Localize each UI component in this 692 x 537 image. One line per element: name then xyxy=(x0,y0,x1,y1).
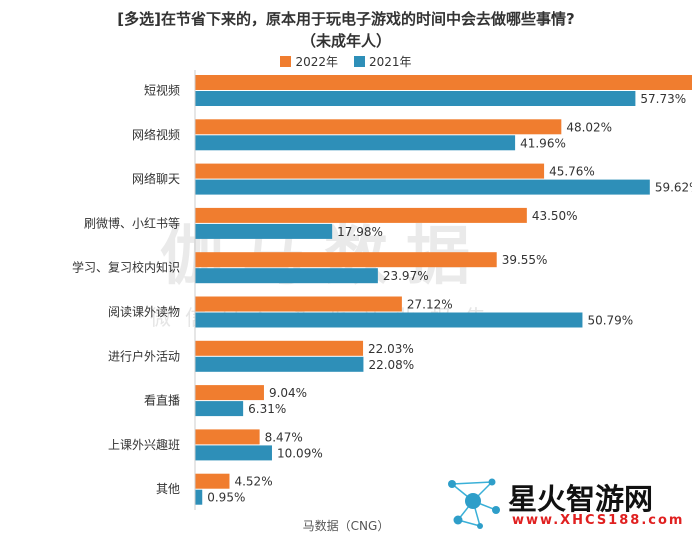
data-label-2021: 10.09% xyxy=(277,446,323,460)
legend-item-2022: 2022年 xyxy=(280,53,338,70)
network-logo-icon xyxy=(448,478,500,529)
category-label: 网络视频 xyxy=(132,127,180,142)
category-label: 短视频 xyxy=(144,83,180,98)
bar-2021 xyxy=(195,445,272,461)
data-label-2022: 8.47% xyxy=(265,430,303,444)
data-label-2022: 22.03% xyxy=(368,342,414,356)
bar-2021 xyxy=(195,356,364,372)
bar-chart-plot: 短视频65.54%57.73%网络视频48.02%41.96%网络聊天45.76… xyxy=(72,70,692,510)
data-label-2021: 59.62% xyxy=(655,181,692,195)
legend-swatch-2022 xyxy=(280,56,292,67)
data-label-2022: 4.52% xyxy=(234,475,272,489)
bar-2022 xyxy=(195,163,545,179)
bar-2021 xyxy=(195,179,650,195)
category-label: 进行户外活动 xyxy=(108,348,180,363)
category-label: 其他 xyxy=(156,482,180,496)
data-label-2022: 27.12% xyxy=(407,298,453,312)
data-label-2022: 45.76% xyxy=(549,165,595,179)
data-label-2021: 22.08% xyxy=(368,358,414,372)
chart-subtitle: （未成年人） xyxy=(300,32,391,50)
data-label-2021: 41.96% xyxy=(520,136,566,150)
legend-label-2021: 2021年 xyxy=(369,55,412,69)
site-logo: 星火智游网 www.XHCS188.com xyxy=(442,470,690,534)
bar-2022 xyxy=(195,340,364,356)
source-note: 马数据（CNG） xyxy=(302,519,390,533)
bar-2021 xyxy=(195,401,244,417)
category-label: 看直播 xyxy=(144,394,180,408)
bar-2021 xyxy=(195,312,583,328)
bar-2022 xyxy=(195,207,527,223)
bar-2021 xyxy=(195,135,516,151)
bar-2022 xyxy=(195,119,562,135)
data-label-2022: 39.55% xyxy=(502,253,548,267)
bar-2022 xyxy=(195,473,230,489)
legend-label-2022: 2022年 xyxy=(295,55,338,69)
category-label: 网络聊天 xyxy=(132,171,180,186)
chart-title: [多选]在节省下来的，原本用于玩电子游戏的时间中会去做哪些事情? xyxy=(117,10,575,28)
data-label-2022: 48.02% xyxy=(566,120,612,134)
bar-2021 xyxy=(195,91,636,106)
logo-title: 星火智游网 xyxy=(508,482,654,516)
data-label-2021: 57.73% xyxy=(640,92,686,106)
data-label-2022: 43.50% xyxy=(532,209,578,223)
legend-swatch-2021 xyxy=(354,56,365,67)
bar-2021 xyxy=(195,268,378,284)
bar-2022 xyxy=(195,296,402,312)
bar-2022 xyxy=(195,385,264,401)
category-label: 学习、复习校内知识 xyxy=(72,260,180,275)
logo-url: www.XHCS188.com xyxy=(512,513,685,528)
data-label-2022: 9.04% xyxy=(269,386,307,400)
legend: 2022年 2021年 xyxy=(0,53,692,70)
bar-2022 xyxy=(195,429,260,445)
category-label: 刷微博、小红书等 xyxy=(84,215,180,230)
data-label-2021: 17.98% xyxy=(337,225,383,239)
data-label-2021: 6.31% xyxy=(248,402,286,416)
bar-2021 xyxy=(195,223,333,239)
data-label-2021: 50.79% xyxy=(587,314,633,328)
bar-2021 xyxy=(195,489,203,505)
bar-2022 xyxy=(195,252,497,268)
category-label: 阅读课外读物 xyxy=(108,305,180,319)
category-label: 上课外兴趣班 xyxy=(108,437,180,452)
bar-2022 xyxy=(195,75,692,90)
data-label-2021: 0.95% xyxy=(207,491,245,505)
data-label-2021: 23.97% xyxy=(383,269,429,283)
legend-item-2021: 2021年 xyxy=(354,53,412,70)
